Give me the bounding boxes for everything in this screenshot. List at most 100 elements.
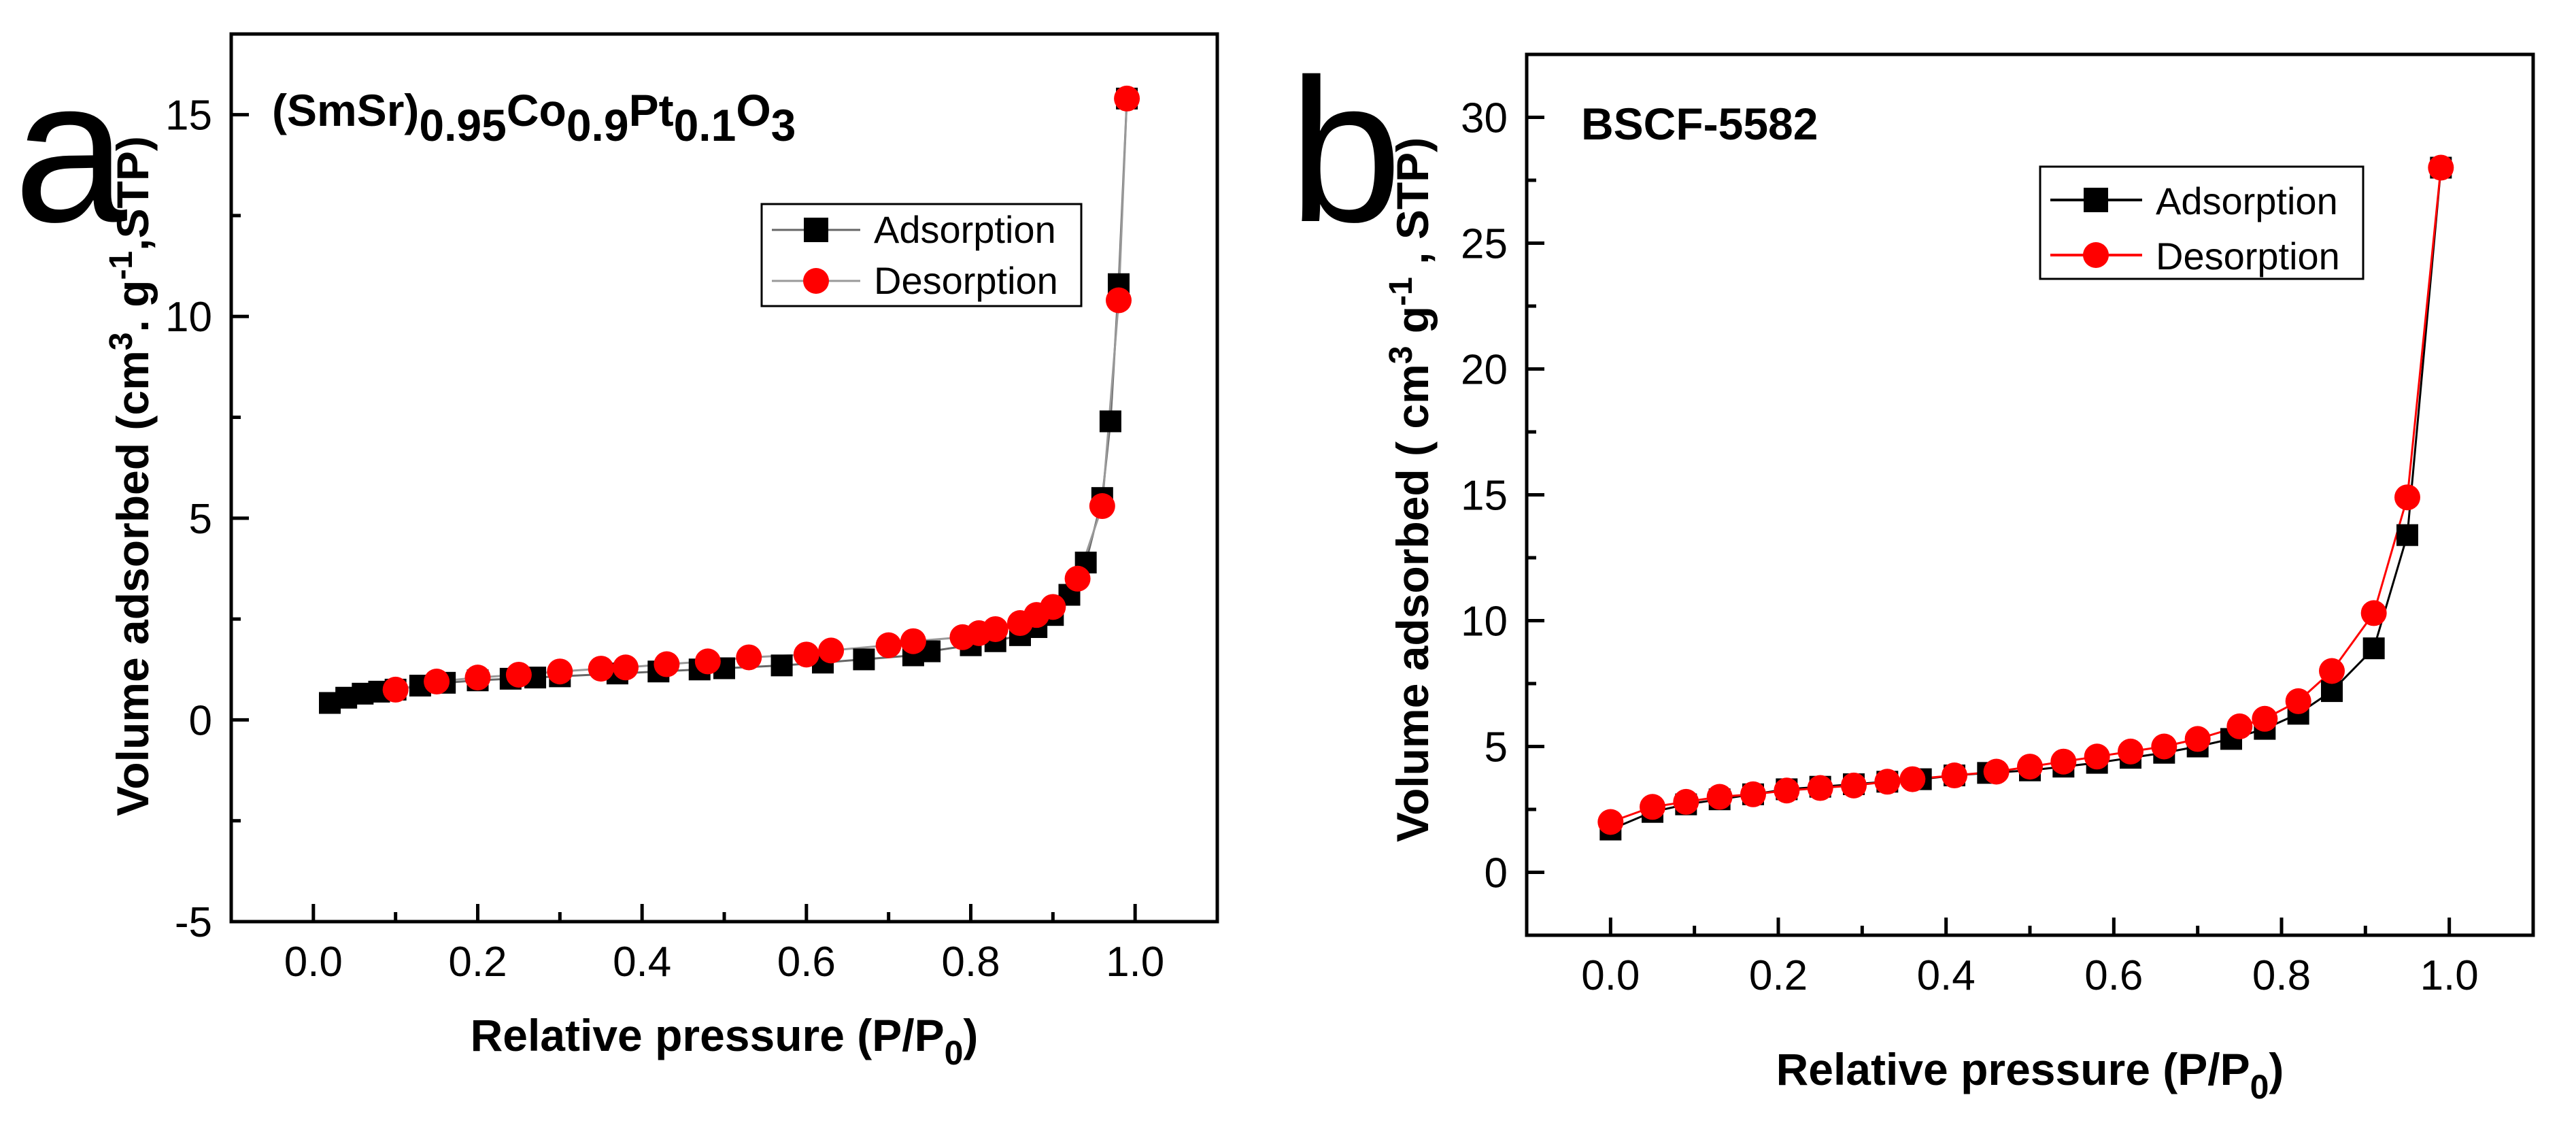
panel-a-point-desorption (547, 658, 573, 685)
panel-a-legend-label-desorption: Desorption (874, 259, 1058, 302)
panel-b-point-desorption (2285, 688, 2311, 714)
panel-a-plot-frame (229, 32, 1219, 924)
panel-b-xtick-label: 1.0 (2420, 952, 2479, 999)
panel-a-point-desorption (1114, 85, 1140, 112)
panel-a-xtick-label: 0.0 (284, 939, 343, 986)
panel-b-point-adsorption (2396, 524, 2418, 546)
panel-b-point-desorption (2319, 658, 2345, 684)
panel-b-point-desorption (2360, 600, 2387, 626)
panel-a-point-desorption (1064, 565, 1091, 592)
panel-a-title-part: 0.9 (566, 100, 629, 150)
panel-b-point-desorption (2017, 754, 2043, 780)
panel-a-ytick-label: 0 (189, 697, 212, 744)
panel-a-point-desorption (1106, 287, 1132, 314)
panel-b-xtick-label: 0.0 (1581, 952, 1640, 999)
panel-b-legend-label-adsorption: Adsorption (2156, 180, 2338, 222)
panel-a-xlabel: Relative pressure (P/P0) (471, 1010, 979, 1072)
panel-b-xtick-label: 0.6 (2084, 952, 2143, 999)
panel-b-point-desorption (2151, 733, 2177, 760)
panel-a-point-desorption (613, 654, 639, 681)
panel-b: b 0.0 0.2 0.4 0.6 0.8 1.0 0 5 10 15 20 25 30 BSCF-55… (1289, 36, 2535, 1106)
panel-a-legend-marker-desorption (803, 268, 829, 294)
panel-a-ytick-label: 5 (189, 496, 212, 543)
panel-b-xtick-label: 0.8 (2252, 952, 2311, 999)
panel-b-letter: b (1289, 36, 1402, 265)
panel-a-title-part: Pt (629, 85, 674, 135)
panel-b-ylabel: Volume adsorbed ( cm3 g-1 , STP) (1383, 137, 1438, 842)
panel-b-xlabel: Relative pressure (P/P0) (1776, 1044, 2284, 1106)
panel-a-title-part: O (736, 85, 770, 135)
panel-b-point-desorption (1983, 758, 2010, 785)
panel-a-ytick-label: 10 (165, 294, 212, 341)
panel-b-point-desorption (2050, 748, 2077, 775)
panel-b-point-adsorption (2362, 637, 2385, 660)
panel-a-point-desorption (875, 632, 902, 658)
panel-b-point-desorption (1706, 784, 1733, 810)
panel-b-ytick-label: 0 (1485, 850, 1508, 897)
panel-a-data (319, 85, 1140, 714)
panel-b-point-desorption (1774, 777, 1800, 804)
panel-a-xtick-label: 0.8 (941, 939, 1000, 986)
panel-b-point-desorption (1942, 762, 1967, 789)
panel-a-point-adsorption (853, 648, 875, 671)
panel-b-legend-marker-desorption (2083, 242, 2109, 268)
panel-b-point-desorption (1899, 766, 1926, 792)
panel-a-point-desorption (694, 648, 721, 675)
panel-a-title-part: Co (507, 85, 566, 135)
panel-a-legend: Adsorption Desorption (760, 203, 1083, 307)
panel-a-title-part: (SmSr) (272, 85, 419, 135)
panel-b-point-desorption (2184, 726, 2211, 752)
panel-a-point-desorption (464, 665, 491, 691)
panel-a-xtick-label: 0.4 (613, 939, 671, 986)
panel-b-point-desorption (1597, 809, 1624, 835)
panel-a-ticks: 0.0 0.2 0.4 0.6 0.8 1.0 -5 0 5 10 15 (165, 93, 1164, 986)
panel-b-ytick-label: 10 (1461, 599, 1508, 645)
panel-a-xtick-label: 1.0 (1106, 939, 1164, 986)
panel-a-point-desorption (1089, 493, 1115, 520)
panel-a-letter: a (14, 36, 129, 265)
panel-a-point-desorption (818, 637, 845, 664)
panel-b-legend: Adsorption Desorption (2039, 165, 2365, 280)
panel-b-xtick-label: 0.4 (1917, 952, 1976, 999)
panel-b-ticks: 0.0 0.2 0.4 0.6 0.8 1.0 0 5 10 15 20 25 30 (1461, 95, 2479, 1000)
panel-a-ytick-label: 15 (165, 93, 212, 139)
panel-b-ytick-label: 30 (1461, 95, 1508, 142)
panel-a-point-desorption (1040, 594, 1066, 620)
panel-b-point-desorption (2226, 713, 2253, 739)
panel-b-point-desorption (2428, 154, 2454, 181)
panel-a-ylabel: Volume adsorbed (cm3. g-1,STP) (103, 136, 158, 816)
panel-a-point-adsorption (770, 654, 793, 677)
panel-b-xtick-label: 0.2 (1749, 952, 1808, 999)
panel-a-series-line-desorption (395, 98, 1128, 691)
panel-a-point-desorption (424, 669, 450, 695)
panel-a-point-adsorption (1099, 410, 1121, 433)
panel-b-ytick-label: 20 (1461, 347, 1508, 394)
panel-b-point-desorption (1841, 772, 1867, 799)
panel-b-data (1597, 154, 2454, 841)
panel-a-legend-label-adsorption: Adsorption (874, 208, 1056, 251)
panel-b-point-desorption (1673, 788, 1699, 815)
panel-b-point-desorption (2394, 484, 2420, 511)
panel-a-title-part: 0.95 (419, 100, 506, 150)
panel-b-point-desorption (1874, 769, 1901, 795)
panel-b-ytick-label: 15 (1461, 473, 1508, 520)
panel-b-point-desorption (1640, 794, 1665, 820)
panel-a-legend-marker-adsorption (804, 218, 828, 242)
panel-a-series-line-adsorption (329, 98, 1128, 704)
panel-b-ytick-label: 25 (1461, 221, 1508, 268)
panel-a-point-desorption (900, 628, 926, 654)
panel-b-point-desorption (2084, 743, 2110, 770)
panel-a-xtick-label: 0.2 (448, 939, 507, 986)
panel-b-ytick-label: 5 (1485, 724, 1508, 771)
panel-a-title: (SmSr)0.95Co0.9Pt0.1O3 (272, 85, 796, 150)
panel-b-point-desorption (2118, 738, 2143, 765)
panel-a-point-desorption (654, 651, 680, 677)
panel-b-point-desorption (1807, 775, 1833, 801)
panel-a-point-desorption (793, 641, 819, 668)
panel-a-point-desorption (982, 616, 1009, 642)
panel-a-ytick-label: -5 (175, 899, 212, 946)
panel-b-point-desorption (2252, 705, 2278, 732)
panel-a: a 0.0 0.2 0.4 0.6 0.8 1.0 -5 0 5 10 15 (SmSr)0.95C… (14, 32, 1219, 1072)
panel-a-point-desorption (505, 661, 532, 688)
